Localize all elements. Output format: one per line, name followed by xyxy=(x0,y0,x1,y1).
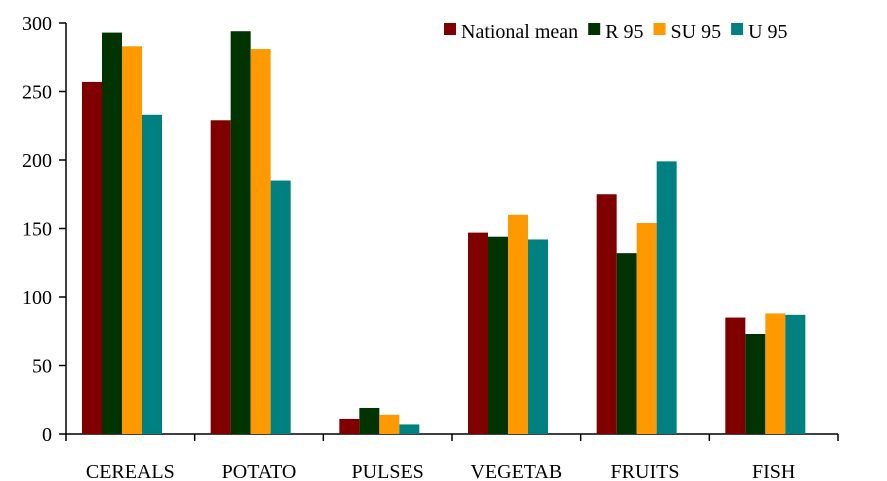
x-tick-label-fruits: FRUITS xyxy=(611,461,680,481)
x-tick-label-cereals: CEREALS xyxy=(86,461,175,481)
y-tick-label: 50 xyxy=(32,356,52,378)
bar-r-95-potato xyxy=(230,31,251,434)
legend-label-national-mean: National mean xyxy=(461,21,578,43)
x-tick-label-pulses: PULSES xyxy=(352,461,424,481)
bar-u-95-vegetab xyxy=(528,239,548,434)
legend-label-r-95: R 95 xyxy=(605,21,643,43)
bar-u-95-fruits xyxy=(656,161,677,434)
y-tick-label: 200 xyxy=(22,150,52,172)
bar-su-95-fish xyxy=(765,313,786,434)
legend-swatch-r-95 xyxy=(588,23,601,35)
bar-national-mean-fish xyxy=(725,317,746,434)
bar-u-95-potato xyxy=(270,180,291,434)
legend: National mean R 95 SU 95 U 95 xyxy=(444,21,788,43)
bar-r-95-fish xyxy=(745,333,766,434)
y-tick-label: 100 xyxy=(22,287,52,309)
bar-u-95-cereals xyxy=(142,114,162,434)
bar-su-95-pulses xyxy=(379,414,400,434)
legend-swatch-u-95 xyxy=(731,23,744,35)
x-tick-label-fish: FISH xyxy=(752,461,795,481)
y-axis: 0 50 100 150 200 250 300 xyxy=(22,13,67,446)
legend-label-u-95: U 95 xyxy=(748,21,787,43)
x-axis: CEREALS POTATO PULSES VEGETAB FRUITS FISH xyxy=(65,433,839,481)
bar-national-mean-vegetab xyxy=(468,232,488,434)
y-tick-label: 300 xyxy=(22,13,52,35)
bar-su-95-fruits xyxy=(636,223,657,434)
x-tick-label-potato: POTATO xyxy=(222,461,297,481)
bar-r-95-pulses xyxy=(359,407,380,434)
legend-swatch-national-mean xyxy=(444,23,456,35)
bar-national-mean-pulses xyxy=(339,418,360,434)
bar-su-95-cereals xyxy=(122,46,142,434)
legend-swatch-su-95 xyxy=(653,23,666,35)
bar-su-95-potato xyxy=(250,49,271,434)
bars xyxy=(82,31,806,435)
bar-u-95-fish xyxy=(785,314,806,434)
bar-r-95-fruits xyxy=(616,253,637,434)
y-tick-label: 0 xyxy=(42,424,52,446)
bar-u-95-pulses xyxy=(399,424,420,434)
x-tick-label-vegetab: VEGETAB xyxy=(470,461,562,481)
y-tick-label: 150 xyxy=(22,219,52,241)
legend-label-su-95: SU 95 xyxy=(671,21,722,43)
bar-national-mean-fruits xyxy=(596,194,617,434)
bar-national-mean-potato xyxy=(210,120,231,435)
bar-su-95-vegetab xyxy=(508,214,528,434)
y-tick-label: 250 xyxy=(22,82,52,104)
bar-r-95-cereals xyxy=(102,32,122,435)
bar-national-mean-cereals xyxy=(82,81,102,434)
bar-r-95-vegetab xyxy=(488,236,508,434)
